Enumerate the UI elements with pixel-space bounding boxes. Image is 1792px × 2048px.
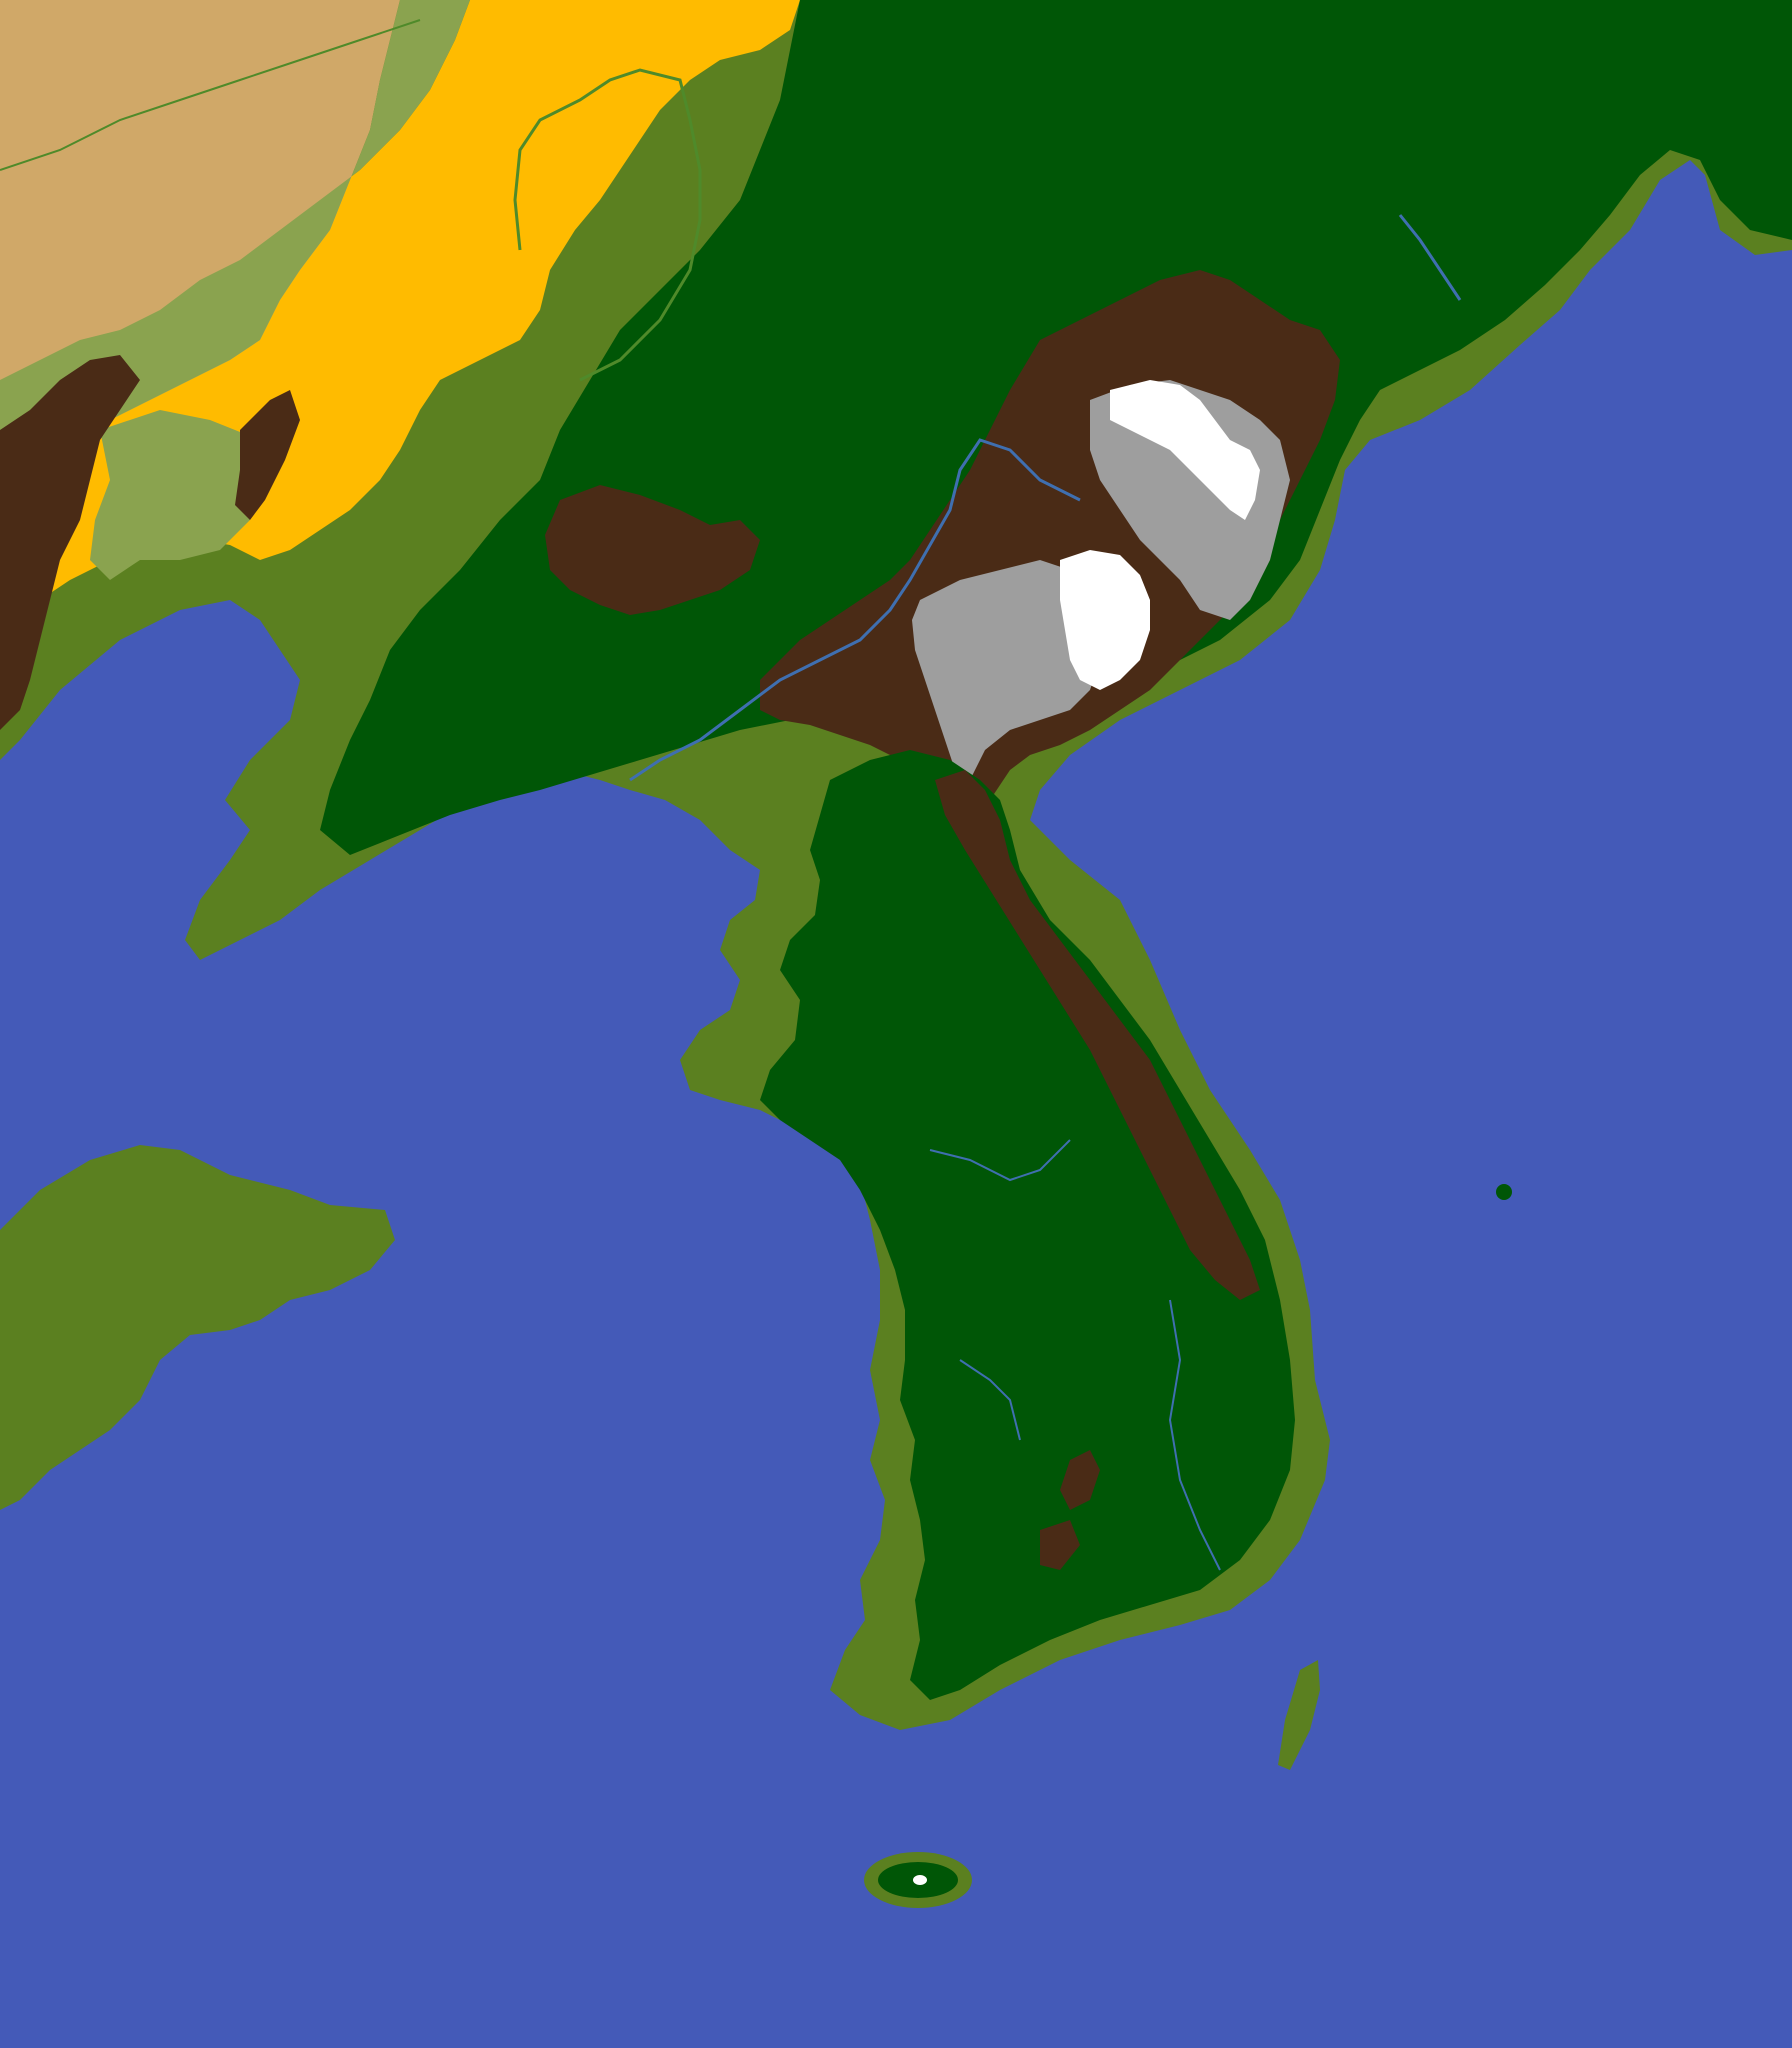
ulleungdo-island bbox=[1496, 1184, 1512, 1200]
tumen-river bbox=[1398, 214, 1462, 301]
summit-north bbox=[1110, 380, 1260, 520]
nakdong-river bbox=[1168, 1299, 1221, 1571]
taebaek-ridge bbox=[935, 770, 1260, 1300]
western-mountains bbox=[0, 355, 140, 730]
northwest-stream bbox=[0, 19, 421, 171]
northwest-river bbox=[513, 68, 702, 382]
hallasan-peak bbox=[913, 1875, 927, 1885]
shandong-peninsula bbox=[0, 1145, 395, 1510]
sage-plateau bbox=[0, 0, 470, 455]
northwest-highland bbox=[545, 485, 760, 615]
sobaek-highland-1 bbox=[1060, 1450, 1100, 1510]
high-peaks-north bbox=[1090, 380, 1290, 620]
tsushima-island bbox=[1278, 1660, 1320, 1770]
western-mountain-ridge bbox=[235, 390, 300, 520]
high-peaks-central bbox=[912, 560, 1100, 780]
sage-patch-west bbox=[90, 410, 270, 580]
yalu-river bbox=[629, 438, 1081, 782]
sobaek-highland-2 bbox=[1040, 1520, 1080, 1570]
peninsula-forest bbox=[760, 750, 1295, 1700]
han-river bbox=[929, 1139, 1071, 1182]
geum-river bbox=[959, 1359, 1021, 1441]
summit-central bbox=[1060, 550, 1150, 690]
